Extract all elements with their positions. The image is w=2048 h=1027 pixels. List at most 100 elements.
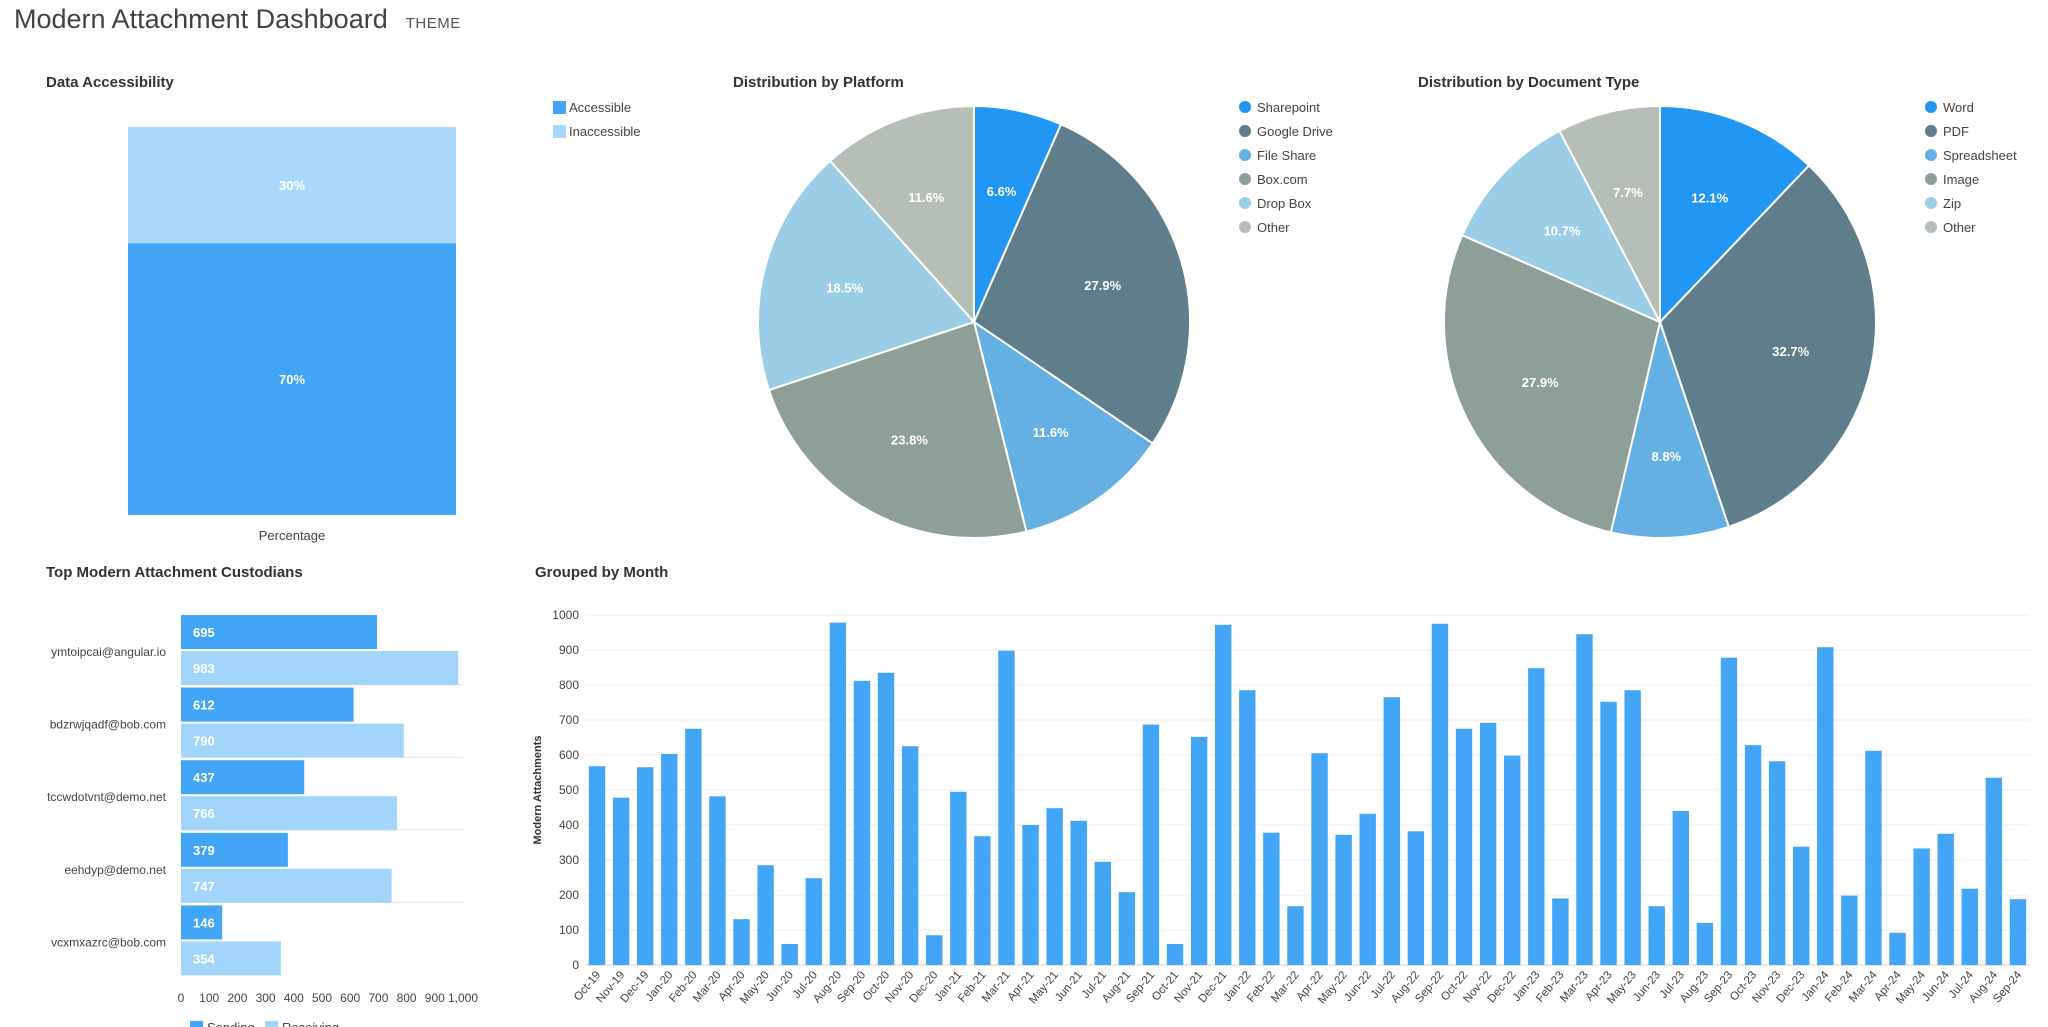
month-bar <box>1937 833 1954 965</box>
month-bar <box>1407 831 1425 965</box>
x-tick-label: Jun-23 <box>1631 969 1663 1004</box>
platform-title: Distribution by Platform <box>733 74 904 91</box>
month-bar <box>709 796 726 965</box>
month-bar <box>1961 888 1978 965</box>
month-bar <box>1696 923 1714 965</box>
legend-swatch <box>553 101 566 114</box>
legend-label: Sharepoint <box>1257 100 1320 115</box>
doctype-title: Distribution by Document Type <box>1418 74 1640 91</box>
month-bar <box>1504 755 1521 965</box>
pie-value-label: 6.6% <box>987 184 1017 199</box>
x-tick-label: Jun-20 <box>764 969 796 1004</box>
bar-value-label: 766 <box>193 806 215 821</box>
y-tick-label: 700 <box>559 713 579 727</box>
month-bar <box>1190 736 1208 965</box>
legend-swatch <box>1239 197 1251 209</box>
pie-slice <box>767 320 1028 539</box>
x-tick-label: 700 <box>368 991 388 1005</box>
legend-label: Image <box>1943 172 1979 187</box>
y-tick-label: 500 <box>559 783 579 797</box>
pie-slice <box>1609 318 1731 539</box>
bar-sending <box>181 615 377 649</box>
category-label: eehdyp@demo.net <box>64 863 166 877</box>
month-bar <box>950 791 967 965</box>
legend-label: Accessible <box>569 100 631 115</box>
label-accessible: 70% <box>279 372 305 387</box>
legend-swatch <box>553 125 566 138</box>
pie-slice <box>972 319 1155 533</box>
month-bar <box>1263 832 1280 965</box>
y-axis-label: Modern Attachments <box>532 736 544 845</box>
month-bar <box>781 944 798 965</box>
pie-value-label: 11.6% <box>1033 425 1070 440</box>
pie-value-label: 27.9% <box>1084 278 1121 293</box>
month-bar <box>588 766 606 965</box>
legend-label: Receiving <box>282 1020 339 1027</box>
x-tick-label: 200 <box>227 991 247 1005</box>
month-bar <box>1215 624 1232 965</box>
month-bar <box>1335 834 1352 965</box>
bar-sending <box>181 760 305 795</box>
month-bar <box>1311 753 1328 965</box>
month-bar <box>1552 898 1569 965</box>
bar-receiving <box>181 868 392 903</box>
month-bar <box>1455 728 1473 965</box>
month-bar <box>829 622 847 965</box>
legend-label: Google Drive <box>1257 124 1333 139</box>
accessibility-title: Data Accessibility <box>46 74 174 91</box>
pie-slice <box>972 122 1191 445</box>
pie-value-label: 23.8% <box>891 432 928 447</box>
bar-value-label: 747 <box>193 879 215 894</box>
platform-pie-chart: 6.6% 27.9% 11.6% 23.8% 18.5% 11.6% Sharepoint G… <box>757 100 1333 539</box>
x-tick-label: 400 <box>284 991 304 1005</box>
y-tick-label: 600 <box>559 748 579 762</box>
month-bar <box>1648 906 1665 965</box>
month-bar <box>926 935 943 965</box>
month-bar <box>1022 825 1039 965</box>
category-label: ymtoipcai@angular.io <box>51 645 166 659</box>
pie-slice <box>757 159 976 392</box>
pie-value-label: 11.6% <box>908 190 945 205</box>
month-bar <box>1118 892 1136 965</box>
app-header: Modern Attachment Dashboard THEME <box>14 4 461 44</box>
month-bar <box>733 919 750 965</box>
bar-value-label: 354 <box>193 951 215 966</box>
x-tick-label: Jun-21 <box>1053 969 1085 1004</box>
pie-slice <box>1658 164 1877 529</box>
y-tick-label: 300 <box>559 853 579 867</box>
month-bar <box>974 836 991 965</box>
month-bar <box>1624 690 1641 965</box>
category-label: tccwdotvnt@demo.net <box>47 790 167 804</box>
month-bar <box>1479 722 1497 965</box>
month-bar <box>637 767 654 965</box>
bar-value-label: 379 <box>193 843 215 858</box>
month-bar <box>1094 861 1111 965</box>
bar-sending <box>181 905 223 940</box>
pie-slice <box>1443 233 1662 534</box>
y-tick-label: 900 <box>559 643 579 657</box>
legend-swatch <box>1925 197 1937 209</box>
x-tick-label: 900 <box>425 991 445 1005</box>
monthly-chart: 0 100 200 300 400 500 600 700 800 900 1000 Modern A… <box>532 608 2030 1006</box>
bar-value-label: 790 <box>193 734 215 749</box>
x-tick-label: 1,000 <box>448 991 478 1005</box>
x-tick-label: 500 <box>312 991 332 1005</box>
month-bar <box>2009 899 2027 965</box>
month-bar <box>757 865 774 965</box>
bar-value-label: 695 <box>193 625 215 640</box>
month-bar <box>1865 750 1882 965</box>
legend-swatch <box>1925 125 1937 137</box>
month-bar <box>1600 701 1617 965</box>
x-tick-label: 800 <box>397 991 417 1005</box>
bar-inaccessible <box>128 127 456 244</box>
theme-button[interactable]: THEME <box>405 15 461 32</box>
monthly-title: Grouped by Month <box>535 564 669 581</box>
y-tick-label: 200 <box>559 888 579 902</box>
month-bar <box>1913 848 1930 965</box>
month-bar <box>998 650 1015 965</box>
month-bar <box>1576 634 1593 965</box>
month-bar <box>1817 647 1834 965</box>
month-bar <box>1431 623 1449 965</box>
x-tick-label: 100 <box>199 991 219 1005</box>
